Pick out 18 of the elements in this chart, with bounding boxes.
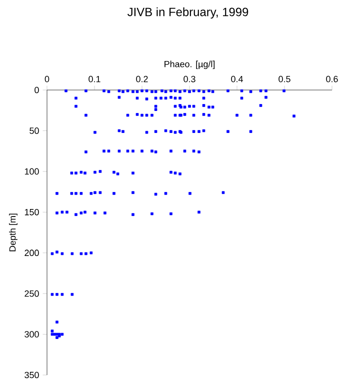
y-tick-label: 100: [24, 168, 39, 175]
y-tick-label: 150: [24, 208, 39, 216]
x-tick-label: 0.6: [326, 76, 338, 82]
x-tick-label: 0.3: [184, 76, 196, 82]
chart-title: JIVB in February, 1999: [127, 7, 248, 19]
x-tick-label: 0: [44, 76, 50, 82]
y-tick-label: 50: [30, 128, 39, 134]
y-tick-label: 200: [24, 250, 39, 256]
x-tick-label: 0.5: [278, 76, 290, 82]
y-tick-label: 0: [34, 86, 39, 94]
x-tick-label: 0.1: [88, 76, 100, 82]
y-tick-label: 300: [24, 331, 39, 338]
x-tick-label: 0.2: [136, 76, 148, 82]
y-axis-title: Depth [m]: [9, 214, 18, 252]
y-tick-label: 350: [24, 372, 39, 378]
x-tick-label: 0.4: [231, 76, 243, 82]
x-axis-title: Phaeo. [µg/l]: [164, 60, 215, 70]
y-tick-label: 250: [24, 290, 39, 297]
